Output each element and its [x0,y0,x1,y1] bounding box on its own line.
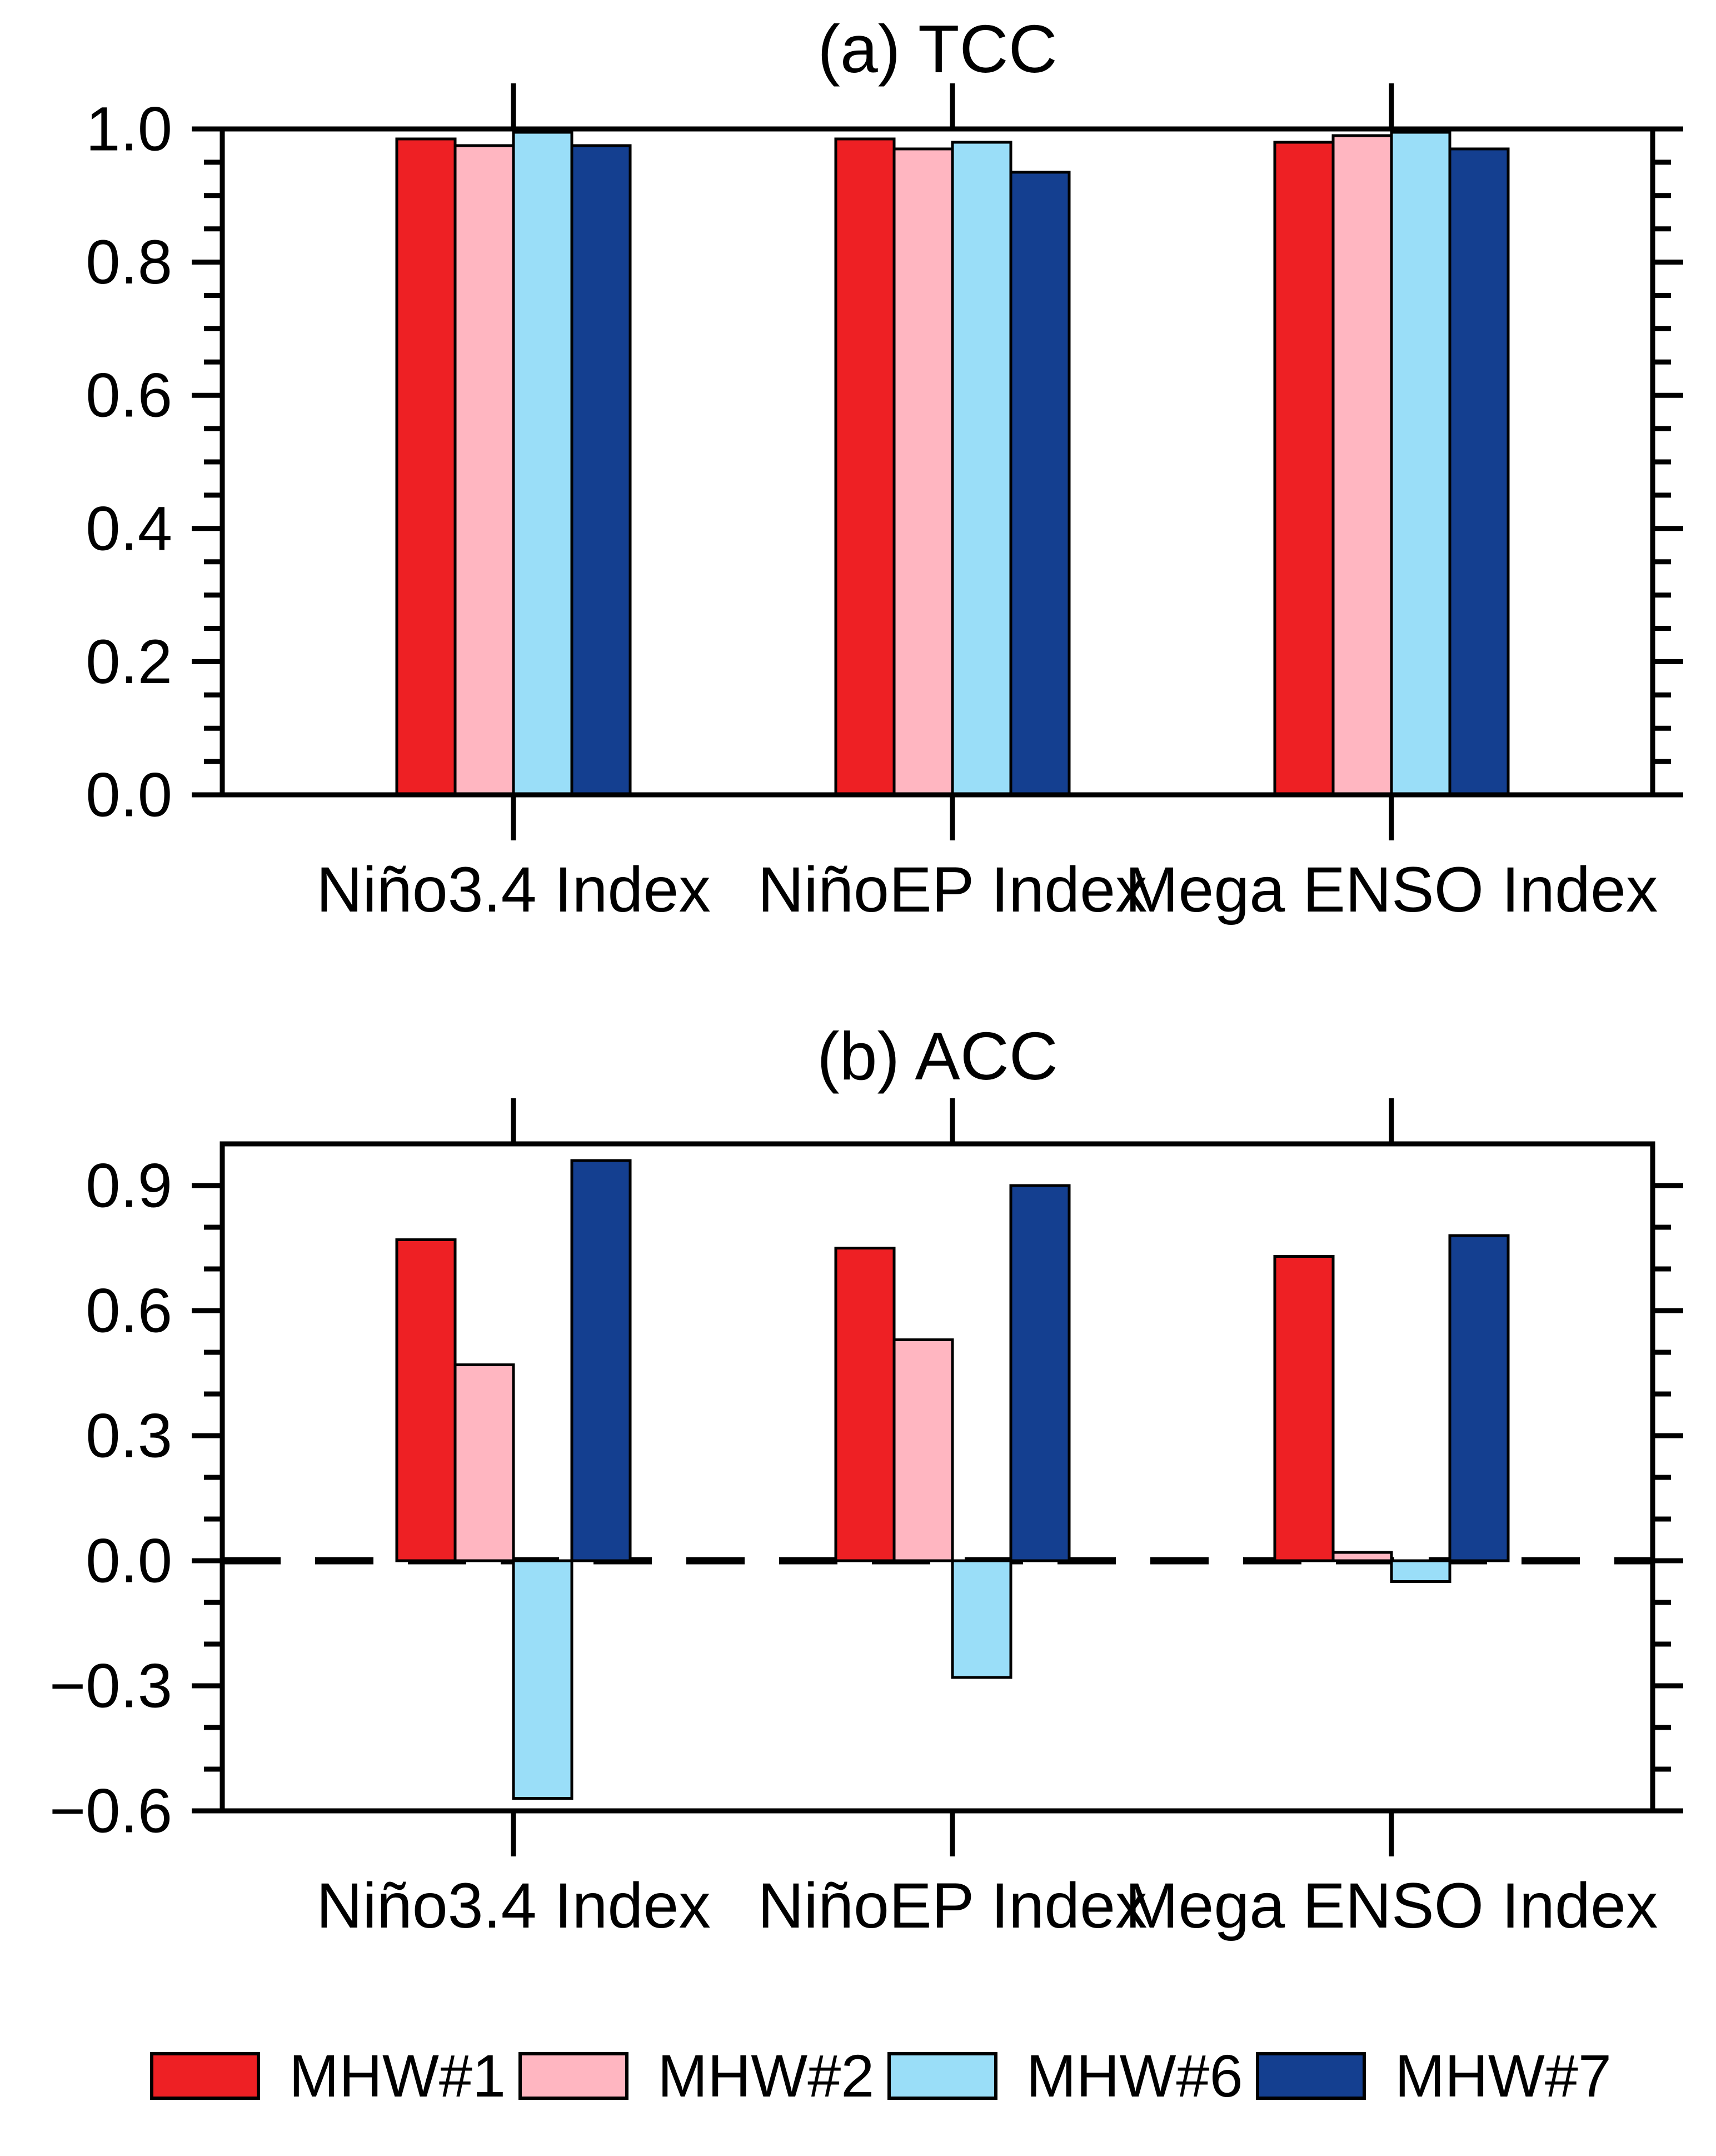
ytick-label: 0.0 [86,760,172,830]
bar-mhw2-group1 [453,1363,515,1562]
legend-label: MHW#7 [1394,2042,1612,2109]
bar-mhw6-group3 [1390,1559,1451,1583]
xcategory-label: NiñoEP Index [757,1870,1147,1941]
bar-mhw7-group3 [1448,147,1510,796]
bar-mhw2-group2 [892,147,954,796]
bar-mhw1-group3 [1273,1255,1335,1562]
bar-mhw2-group3 [1331,1551,1393,1562]
ytick-label: 0.6 [86,361,172,430]
legend-label: MHW#6 [1026,2042,1243,2109]
legend-swatch-mhw1 [150,2052,260,2100]
panel-a-title: (a) TCC [817,11,1057,87]
legend-swatch-mhw6 [887,2052,997,2100]
legend-item-mhw2: MHW#2 [518,2041,874,2110]
bar-mhw7-group1 [570,144,632,796]
legend-item-mhw1: MHW#1 [150,2041,506,2110]
ytick-label: 0.2 [86,627,172,696]
bar-mhw2-group1 [453,144,515,796]
ytick-label: 0.4 [86,494,172,563]
ytick-label: 0.6 [86,1276,172,1346]
bar-mhw6-group3 [1390,131,1451,796]
bar-mhw2-group3 [1331,134,1393,796]
legend-item-mhw7: MHW#7 [1255,2041,1612,2110]
ytick-label: −0.6 [49,1776,172,1846]
ytick-label: 1.0 [86,94,172,164]
bar-mhw1-group2 [834,137,896,796]
ytick-label: 0.3 [86,1401,172,1471]
bar-mhw7-group2 [1009,1184,1071,1562]
chart-legend: MHW#1 MHW#2 MHW#6 MHW#7 [150,2041,1612,2110]
bar-mhw1-group2 [834,1247,896,1562]
bar-mhw6-group2 [951,1559,1012,1679]
bar-mhw7-group2 [1009,171,1071,796]
ytick-label: 0.8 [86,227,172,297]
xcategory-label: Niño3.4 Index [316,1870,711,1941]
legend-swatch-mhw7 [1255,2052,1366,2100]
xcategory-label: Niño3.4 Index [316,854,711,925]
legend-item-mhw6: MHW#6 [887,2041,1243,2110]
bar-mhw1-group3 [1273,141,1335,796]
xcategory-label: NiñoEP Index [757,854,1147,925]
panel-b-acc: 0.9 0.6 0.3 0.0 −0.3 −0.6 Niño3.4 Index NiñoEP … [49,1098,1683,1941]
bar-mhw7-group1 [570,1159,632,1562]
bar-mhw6-group1 [512,1559,573,1800]
legend-swatch-mhw2 [518,2052,629,2100]
legend-label: MHW#1 [289,2042,506,2109]
xcategory-label: Mega ENSO Index [1125,1870,1658,1941]
legend-label: MHW#2 [657,2042,875,2109]
bar-mhw2-group2 [892,1338,954,1562]
panel-a-tcc: 0.0 0.2 0.4 0.6 0.8 1.0 Niño3.4 Index NiñoEP In… [86,83,1683,925]
bar-mhw1-group1 [395,1238,457,1562]
bar-mhw6-group1 [512,131,573,796]
ytick-label: 0.9 [86,1151,172,1221]
ytick-label: −0.3 [49,1651,172,1721]
xcategory-label: Mega ENSO Index [1125,854,1658,925]
ytick-label: 0.0 [86,1526,172,1596]
panel-b-title: (b) ACC [817,1018,1058,1094]
bar-mhw7-group3 [1448,1234,1510,1562]
bar-mhw1-group1 [395,137,457,796]
bar-mhw6-group2 [951,141,1012,796]
